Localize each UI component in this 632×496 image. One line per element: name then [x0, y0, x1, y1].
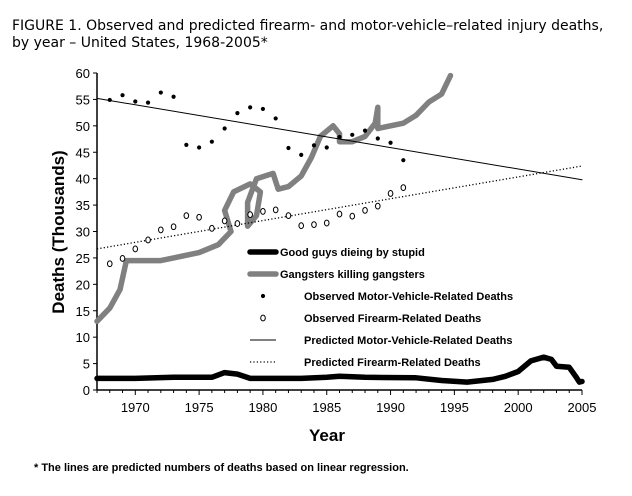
x-tick-label: 1970 — [121, 400, 150, 415]
point-observed-firearm-related-deaths — [336, 210, 343, 218]
y-tick-label: 0 — [83, 383, 90, 398]
y-tick-label: 25 — [76, 251, 90, 266]
y-tick-label: 35 — [76, 198, 90, 213]
point-observed-motor-vehicle-related-deaths — [375, 136, 380, 141]
y-tick-label: 5 — [83, 357, 90, 372]
x-axis-title: Year — [309, 426, 345, 445]
point-observed-motor-vehicle-related-deaths — [286, 145, 291, 151]
y-tick-label: 50 — [76, 119, 90, 134]
point-observed-motor-vehicle-related-deaths — [171, 94, 176, 99]
point-observed-motor-vehicle-related-deaths — [235, 111, 240, 116]
point-observed-motor-vehicle-related-deaths — [145, 100, 151, 105]
point-observed-firearm-related-deaths — [349, 212, 356, 220]
series-line-good-guys-dieing-by-stupid — [94, 354, 585, 385]
point-observed-motor-vehicle-related-deaths — [120, 93, 125, 98]
point-observed-motor-vehicle-related-deaths — [337, 134, 342, 140]
x-tick-label: 1990 — [376, 400, 405, 415]
point-observed-firearm-related-deaths — [145, 236, 151, 244]
y-tick-label: 55 — [76, 92, 90, 107]
point-observed-motor-vehicle-related-deaths — [299, 152, 304, 157]
figure-title: FIGURE 1. Observed and predicted firearm… — [12, 18, 604, 51]
point-observed-motor-vehicle-related-deaths — [273, 116, 278, 121]
x-tick-label: 2005 — [568, 400, 597, 415]
legend-swatch-observed-motor-vehicle-related-deaths — [260, 293, 266, 299]
point-observed-firearm-related-deaths — [272, 206, 279, 214]
point-observed-firearm-related-deaths — [119, 255, 126, 262]
series-line-gangsters-killing-gangsters — [94, 72, 454, 325]
point-observed-motor-vehicle-related-deaths — [158, 90, 163, 95]
point-observed-firearm-related-deaths — [209, 224, 215, 232]
point-observed-firearm-related-deaths — [260, 208, 266, 215]
y-tick-label: 15 — [76, 304, 90, 319]
legend-swatch-observed-firearm-related-deaths — [260, 314, 266, 322]
point-observed-firearm-related-deaths — [247, 211, 253, 218]
point-observed-motor-vehicle-related-deaths — [350, 132, 355, 137]
x-tick-label: 1995 — [440, 400, 469, 415]
point-observed-firearm-related-deaths — [323, 219, 330, 227]
footnote: * The lines are predicted numbers of dea… — [34, 462, 409, 474]
y-tick-label: 40 — [76, 172, 90, 187]
point-observed-firearm-related-deaths — [183, 212, 190, 220]
y-tick-label: 10 — [76, 330, 90, 345]
point-observed-motor-vehicle-related-deaths — [311, 143, 317, 148]
x-tick-label: 1980 — [248, 400, 277, 415]
point-observed-firearm-related-deaths — [132, 245, 139, 253]
y-tick-label: 20 — [76, 277, 90, 292]
point-observed-firearm-related-deaths — [234, 220, 241, 227]
plot-points — [106, 90, 407, 268]
point-observed-motor-vehicle-related-deaths — [324, 145, 329, 150]
plot-lines — [94, 72, 585, 385]
axes: 0 5 10 15 20 25 30 35 40 45 50 55 60 1970 1975 1980 1985… — [76, 66, 597, 415]
legend-label-predicted-firearm-related-deaths: Predicted Firearm-Related Deaths — [304, 357, 481, 369]
point-observed-firearm-related-deaths — [362, 206, 368, 214]
point-observed-firearm-related-deaths — [387, 190, 394, 197]
x-tick-label: 2000 — [504, 400, 533, 415]
series-line-predicted-motor-vehicle-related-deaths — [96, 97, 583, 181]
point-observed-motor-vehicle-related-deaths — [222, 126, 227, 131]
legend-label-predicted-motor-vehicle-related-deaths: Predicted Motor-Vehicle-Related Deaths — [304, 335, 512, 347]
point-observed-firearm-related-deaths — [221, 217, 228, 225]
point-observed-motor-vehicle-related-deaths — [107, 97, 112, 103]
point-observed-firearm-related-deaths — [298, 222, 305, 230]
y-tick-label: 45 — [76, 145, 90, 160]
x-tick-label: 1975 — [185, 400, 214, 415]
point-observed-firearm-related-deaths — [170, 223, 177, 231]
point-observed-motor-vehicle-related-deaths — [388, 140, 393, 145]
legend-label-gangsters-killing-gangsters: Gangsters killing gangsters — [280, 269, 425, 281]
legend: Good guys dieing by stupid Gangsters kill… — [247, 247, 513, 369]
legend-label-observed-motor-vehicle-related-deaths: Observed Motor-Vehicle-Related Deaths — [304, 291, 513, 303]
point-observed-motor-vehicle-related-deaths — [197, 145, 202, 150]
point-observed-firearm-related-deaths — [196, 213, 202, 221]
point-observed-firearm-related-deaths — [285, 212, 292, 220]
point-observed-motor-vehicle-related-deaths — [362, 128, 368, 133]
point-observed-firearm-related-deaths — [311, 221, 317, 229]
x-tick-label: 1985 — [312, 400, 341, 415]
legend-label-good-guys-dieing-by-stupid: Good guys dieing by stupid — [280, 247, 425, 259]
point-observed-motor-vehicle-related-deaths — [401, 158, 406, 163]
point-observed-motor-vehicle-related-deaths — [248, 105, 253, 110]
point-observed-firearm-related-deaths — [374, 202, 381, 210]
point-observed-firearm-related-deaths — [158, 226, 164, 234]
point-observed-motor-vehicle-related-deaths — [209, 139, 214, 144]
point-observed-motor-vehicle-related-deaths — [260, 106, 266, 112]
y-tick-label: 60 — [76, 66, 90, 81]
point-observed-motor-vehicle-related-deaths — [133, 99, 138, 104]
point-observed-firearm-related-deaths — [106, 260, 113, 268]
series-line-predicted-firearm-related-deaths — [96, 165, 583, 250]
point-observed-motor-vehicle-related-deaths — [184, 142, 189, 147]
legend-label-observed-firearm-related-deaths: Observed Firearm-Related Deaths — [304, 313, 481, 325]
y-tick-label: 30 — [76, 225, 90, 240]
point-observed-firearm-related-deaths — [400, 184, 407, 192]
y-axis-title: Deaths (Thousands) — [49, 150, 68, 313]
